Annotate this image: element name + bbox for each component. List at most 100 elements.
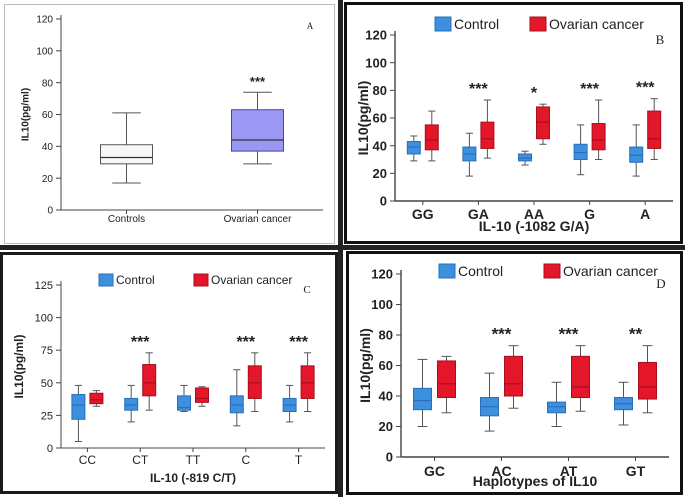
x-tick-label: C <box>241 453 250 467</box>
y-tick-label: 0 <box>380 194 387 209</box>
y-tick-label: 40 <box>379 389 393 404</box>
chart-panel-b: 0 20 40 60 80 100 120 IL10(pg/ml) GG GA AA G A IL-10 … <box>344 2 683 244</box>
box-control <box>100 144 153 165</box>
x-tick-label: Ovarian cancer <box>224 214 292 225</box>
box-control <box>177 395 191 411</box>
box-cancer <box>231 109 284 152</box>
box-cancer <box>300 365 315 399</box>
y-tick-label: 75 <box>41 345 53 357</box>
legend-label-control: Control <box>116 273 155 287</box>
box-cancer <box>638 361 657 400</box>
legend-label-cancer: Ovarian cancer <box>211 273 292 287</box>
box-control <box>573 143 588 161</box>
y-tick-label: 20 <box>42 174 54 185</box>
box-cancer <box>89 392 104 405</box>
panel-letter: C <box>303 284 310 296</box>
y-tick-label: 60 <box>42 110 54 121</box>
legend-label-control: Control <box>458 263 503 279</box>
box-cancer <box>571 355 590 399</box>
y-tick-label: 60 <box>379 358 393 373</box>
y-axis-label: IL10(pg/ml) <box>357 328 373 403</box>
significance-stars: *** <box>131 334 150 351</box>
box-cancer <box>480 121 495 149</box>
box-cancer <box>142 364 157 397</box>
legend-swatch-control <box>438 263 456 279</box>
y-tick-label: 100 <box>365 55 387 70</box>
chart-panel-c: 0 25 50 75 100 125 IL10(pg/ml) CC CT TT C T IL-10 (-… <box>0 252 338 494</box>
x-tick-label: CC <box>79 453 97 467</box>
significance-stars: *** <box>250 74 266 89</box>
y-tick-label: 100 <box>36 46 53 57</box>
y-tick-label: 125 <box>35 280 53 292</box>
x-tick-label: Controls <box>108 214 145 225</box>
box-control <box>124 397 139 411</box>
legend-label-cancer: Ovarian cancer <box>549 16 644 32</box>
x-tick-label: A <box>640 206 650 222</box>
y-tick-label: 100 <box>35 313 53 325</box>
panel-letter: D <box>656 276 665 291</box>
x-tick-label: GT <box>626 463 646 479</box>
y-axis-label: IL10(pg/ml) <box>21 88 32 141</box>
x-tick-label: GC <box>424 463 445 479</box>
significance-stars: *** <box>469 81 488 98</box>
x-tick-label: CT <box>132 453 149 467</box>
y-axis-label: IL10(pg/ml) <box>355 81 371 156</box>
x-tick-label: GA <box>468 206 489 222</box>
box-cancer <box>536 106 550 140</box>
box-control <box>629 146 644 163</box>
y-tick-label: 20 <box>379 419 393 434</box>
box-control <box>229 395 244 414</box>
legend-label-control: Control <box>454 16 499 32</box>
significance-stars: *** <box>236 334 255 351</box>
legend-swatch-cancer <box>193 273 209 287</box>
legend-swatch-cancer <box>543 263 561 279</box>
box-control <box>547 401 566 414</box>
box-control <box>413 387 432 411</box>
panel-letter: B <box>656 32 665 47</box>
box-control <box>406 141 421 155</box>
y-tick-label: 50 <box>41 378 53 390</box>
box-cancer <box>195 387 209 403</box>
x-axis-label: IL-10 (-1082 G/A) <box>479 218 589 234</box>
y-tick-label: 20 <box>373 166 387 181</box>
panel-letter: A <box>307 21 314 31</box>
y-tick-label: 0 <box>47 443 53 455</box>
significance-stars: *** <box>636 80 655 97</box>
y-tick-label: 80 <box>42 78 54 89</box>
chart-panel-a: 0 20 40 60 80 100 120 IL10(pg/ml) Controls Ovaria… <box>4 4 335 244</box>
significance-stars: *** <box>289 334 308 351</box>
separator-horizontal <box>0 245 685 250</box>
box-cancer <box>591 123 606 151</box>
y-tick-label: 0 <box>386 450 393 465</box>
x-tick-label: TT <box>186 453 201 467</box>
y-tick-label: 80 <box>373 83 387 98</box>
x-tick-label: T <box>295 453 303 467</box>
box-cancer <box>504 355 523 397</box>
y-axis-label: IL10(pg/ml) <box>12 334 26 398</box>
y-tick-label: 80 <box>379 328 393 343</box>
significance-stars: ** <box>629 325 643 344</box>
legend-swatch-control <box>434 16 452 32</box>
x-tick-label: AC <box>491 463 511 479</box>
x-axis-label: IL-10 (-819 C/T) <box>150 471 236 485</box>
y-tick-label: 40 <box>42 142 54 153</box>
y-tick-label: 120 <box>365 28 387 43</box>
y-tick-label: 100 <box>371 297 393 312</box>
significance-stars: *** <box>559 325 579 344</box>
legend-label-cancer: Ovarian cancer <box>563 263 658 279</box>
x-tick-label: GG <box>412 206 434 222</box>
y-tick-label: 25 <box>41 410 53 422</box>
box-cancer <box>647 110 662 149</box>
legend-swatch-control <box>98 273 114 287</box>
significance-stars: *** <box>492 325 512 344</box>
x-tick-label: G <box>584 206 595 222</box>
box-cancer <box>424 124 439 151</box>
legend-swatch-cancer <box>529 16 547 32</box>
box-cancer <box>247 365 262 399</box>
box-control <box>518 153 532 162</box>
y-tick-label: 120 <box>371 267 393 282</box>
x-axis-label: Haplotypes of IL10 <box>473 473 598 489</box>
y-tick-label: 60 <box>373 111 387 126</box>
